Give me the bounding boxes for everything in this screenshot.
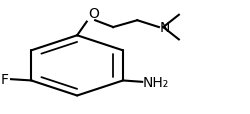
Text: O: O — [88, 7, 99, 21]
Text: N: N — [160, 21, 170, 35]
Text: NH₂: NH₂ — [142, 75, 169, 89]
Text: F: F — [0, 73, 8, 86]
